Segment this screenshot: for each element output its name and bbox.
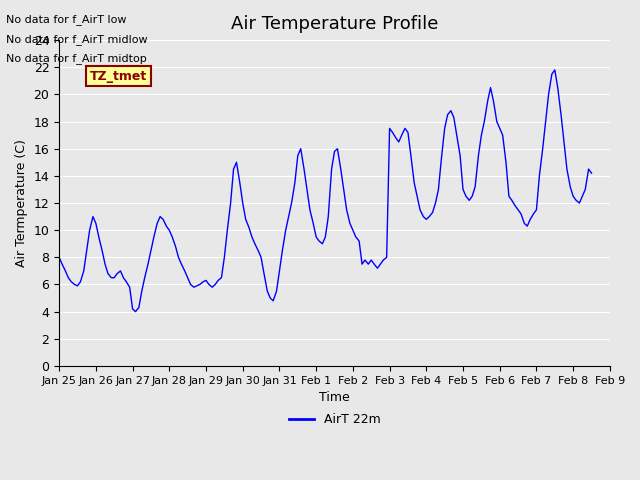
- Text: No data for f_AirT midtop: No data for f_AirT midtop: [6, 53, 147, 64]
- Legend: AirT 22m: AirT 22m: [284, 408, 385, 432]
- Text: No data for f_AirT midlow: No data for f_AirT midlow: [6, 34, 148, 45]
- Y-axis label: Air Termperature (C): Air Termperature (C): [15, 139, 28, 267]
- Text: TZ_tmet: TZ_tmet: [90, 70, 147, 83]
- Text: No data for f_AirT low: No data for f_AirT low: [6, 14, 127, 25]
- Title: Air Temperature Profile: Air Temperature Profile: [231, 15, 438, 33]
- X-axis label: Time: Time: [319, 391, 350, 404]
